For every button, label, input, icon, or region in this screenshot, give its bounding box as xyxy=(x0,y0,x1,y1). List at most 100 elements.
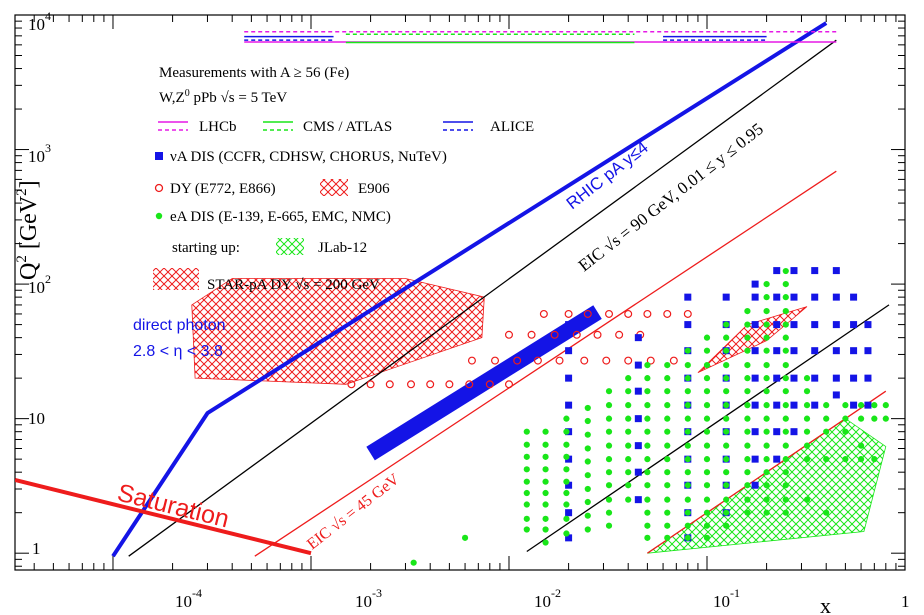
y-tick-label: 104 xyxy=(28,9,51,34)
legend-lhcb-marker xyxy=(158,121,188,131)
eA-point xyxy=(744,375,751,382)
eA-point xyxy=(542,501,549,508)
eA-point xyxy=(744,334,751,341)
eA-point xyxy=(842,428,849,435)
eA-point xyxy=(744,307,751,315)
eA-point xyxy=(605,482,613,489)
eA-point xyxy=(563,478,570,485)
eA-point xyxy=(684,375,691,382)
nuA-point xyxy=(811,293,819,301)
eA-point xyxy=(703,496,711,503)
eA-point xyxy=(664,522,671,529)
eA-point xyxy=(523,466,530,473)
eA-point xyxy=(684,496,691,503)
nuA-point xyxy=(790,293,798,301)
eA-point xyxy=(584,404,591,412)
eA-point xyxy=(782,375,789,382)
eA-point xyxy=(703,456,711,463)
eA-point xyxy=(584,512,591,519)
eA-point xyxy=(625,482,632,489)
legend-jlab-label: JLab-12 xyxy=(318,240,367,256)
nuA-point xyxy=(773,293,781,301)
legend-alice-marker xyxy=(443,121,473,131)
eA-point xyxy=(703,428,711,435)
eA-point xyxy=(744,456,751,463)
eA-point xyxy=(857,442,865,449)
eA-point xyxy=(782,294,789,301)
eA-point xyxy=(664,496,671,503)
eA-point xyxy=(782,482,789,489)
eA-point xyxy=(644,456,651,463)
eA-point xyxy=(763,294,770,301)
nuA-point xyxy=(751,481,759,489)
eA-point xyxy=(803,375,811,382)
eA-point xyxy=(763,456,770,463)
eA-point xyxy=(763,334,770,341)
nuA-point xyxy=(811,267,819,275)
nuA-point xyxy=(565,455,573,463)
kinematic-lines xyxy=(15,21,890,558)
eA-point xyxy=(803,402,811,409)
eA-point xyxy=(782,415,789,422)
dy-point xyxy=(366,380,375,389)
legend-subheader: W,Z0 pPb √s = 5 TeV xyxy=(159,88,287,106)
eA-point xyxy=(605,469,613,476)
nuA-point xyxy=(790,321,798,329)
eA-point xyxy=(542,489,549,497)
eA-point xyxy=(703,347,711,354)
series-line xyxy=(15,478,312,556)
eA-point xyxy=(542,428,549,435)
nuA-point xyxy=(565,374,573,382)
eA-point xyxy=(782,307,789,315)
eA-point xyxy=(605,522,613,529)
direct-photon-eta-label: 2.8 < η < 3.8 xyxy=(133,343,223,360)
eA-point xyxy=(857,402,865,409)
eA-point xyxy=(542,441,549,448)
x-axis-label: x xyxy=(820,593,831,615)
eA-point xyxy=(763,321,770,328)
eA-point xyxy=(542,466,549,473)
dy-point xyxy=(485,380,494,389)
nuA-point xyxy=(790,347,798,355)
eA-point xyxy=(664,362,671,369)
dy-point xyxy=(583,309,592,318)
dy-point xyxy=(683,309,692,318)
nuA-point xyxy=(811,374,819,382)
y-tick-label: 102 xyxy=(28,272,51,297)
nuA-point xyxy=(811,321,819,329)
legend-star-label: STAR-pA DY √s = 200 GeV xyxy=(207,277,380,293)
dy-point xyxy=(539,309,548,318)
eA-point xyxy=(644,428,651,435)
eA-point xyxy=(782,509,789,516)
eA-point xyxy=(584,458,591,465)
eA-point xyxy=(823,415,830,422)
nuA-point xyxy=(850,321,858,329)
nuA-point xyxy=(773,267,781,275)
eA-point xyxy=(523,489,530,497)
eA-point xyxy=(782,428,789,435)
eA-point xyxy=(803,388,811,395)
eA-point xyxy=(584,445,591,452)
nuA-point xyxy=(684,293,692,301)
eA-point xyxy=(664,509,671,516)
eA-point xyxy=(723,388,730,395)
eA-point xyxy=(823,456,830,463)
legend-dy-label: DY (E772, E866) xyxy=(170,181,276,197)
nuA-point xyxy=(751,455,759,463)
dy-point xyxy=(669,356,678,365)
eA-point xyxy=(803,496,811,503)
eA-point xyxy=(605,388,613,395)
eA-point xyxy=(744,509,751,516)
eA-point xyxy=(625,496,632,503)
nuA-point xyxy=(832,391,840,399)
series-line xyxy=(254,170,837,557)
dy-point xyxy=(643,309,652,318)
eA-point xyxy=(605,456,613,463)
dy-point xyxy=(504,380,513,389)
eA-point xyxy=(723,402,730,409)
eA-point xyxy=(644,362,651,369)
nuA-point xyxy=(832,267,840,275)
dy-point xyxy=(593,330,602,339)
eA-point xyxy=(605,442,613,449)
data-points xyxy=(347,267,889,566)
